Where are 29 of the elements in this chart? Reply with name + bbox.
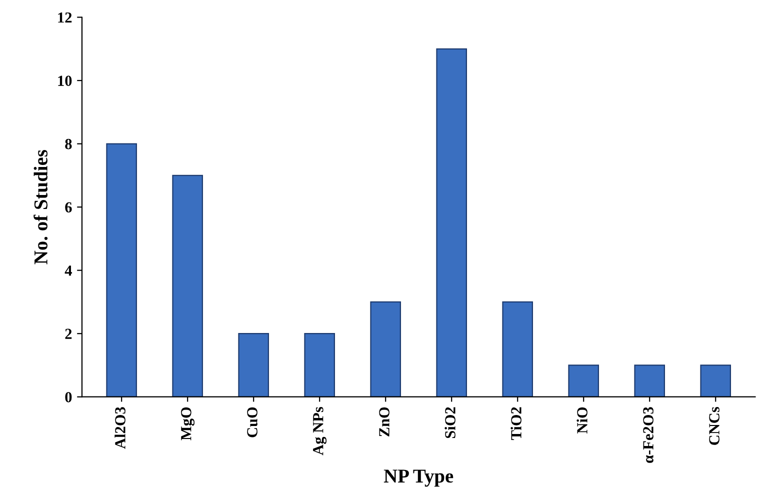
bar (106, 143, 137, 397)
bar (370, 301, 401, 397)
y-tick-label: 2 (65, 328, 72, 339)
bar (172, 174, 203, 397)
y-tick-label: 4 (64, 266, 72, 276)
y-tick-label: 0 (65, 392, 72, 402)
bar (304, 333, 335, 397)
y-tick-label: 12 (58, 12, 72, 23)
y-tick-label: 10 (58, 76, 72, 86)
x-tick-label: ZnO (379, 407, 390, 436)
bar (700, 364, 732, 397)
x-tick-label: TiO2 (510, 407, 522, 440)
y-tick-label: 8 (65, 138, 72, 150)
x-tick-label: CuO (247, 407, 258, 438)
y-axis-title: No. of Studies (34, 150, 48, 264)
x-tick-label: Al2O3 (114, 407, 126, 449)
bar (634, 364, 666, 397)
y-tick-label: 6 (65, 202, 72, 213)
x-axis-title: NP Type (384, 470, 454, 487)
x-tick-label: α-Fe2O3 (643, 407, 654, 463)
bar (568, 364, 599, 397)
x-tick-label: MgO (181, 407, 195, 440)
x-tick-label: SiO2 (444, 407, 456, 438)
x-tick-label: NiO (576, 407, 588, 434)
x-tick-label: Ag NPs (313, 406, 327, 456)
bar (238, 333, 269, 397)
x-tick-label: CNCs (709, 406, 720, 445)
bar (502, 301, 533, 397)
bar (436, 48, 467, 397)
